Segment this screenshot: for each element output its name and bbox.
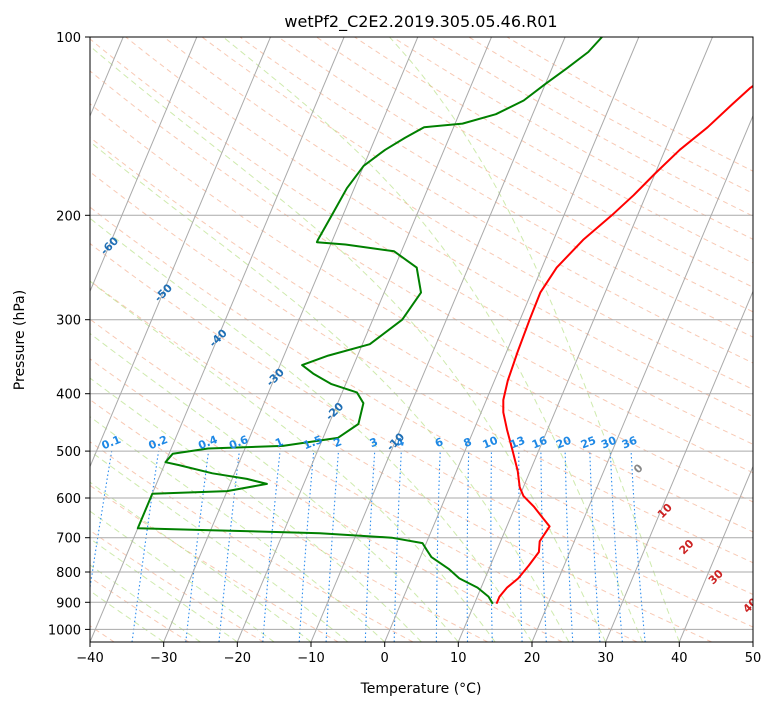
- x-axis-ticks: −40 −30 −20 −10 0 10 20 30 40 50: [76, 642, 761, 666]
- mixing-ratio-lines: [90, 451, 646, 642]
- x-tick-label: −20: [224, 651, 251, 666]
- dry-adiabat-line: [239, 37, 753, 338]
- x-tick-label: 20: [524, 651, 541, 666]
- dry-adiabat-line: [506, 37, 753, 172]
- temperature-line: [495, 84, 753, 605]
- y-tick-label: 100: [56, 31, 81, 46]
- mixing-ratio-label: 13: [508, 434, 527, 452]
- moist-adiabat-line: [90, 141, 570, 642]
- isotherm-line: [163, 37, 419, 642]
- moist-adiabat-line: [90, 564, 201, 642]
- y-tick-label: 300: [56, 314, 81, 329]
- isotherm-line: [384, 37, 640, 642]
- dry-adiabat-line: [90, 38, 753, 445]
- isotherm-line: [90, 37, 271, 468]
- mixing-ratio-label: 20: [554, 434, 573, 452]
- dry-adiabat-line: [90, 206, 753, 596]
- dry-adiabat-line: [90, 280, 712, 642]
- chart-title: wetPf2_C2E2.2019.305.05.46.R01: [284, 12, 557, 32]
- y-tick-label: 1000: [48, 623, 81, 638]
- mixing-ratio-line: [185, 451, 210, 642]
- x-tick-label: 10: [450, 651, 467, 666]
- y-axis-label: Pressure (hPa): [12, 290, 28, 390]
- moist-adiabat-line: [389, 37, 680, 642]
- dry-adiabat-line: [392, 37, 753, 240]
- x-tick-label: 0: [381, 651, 389, 666]
- isotherm-line: [90, 37, 345, 642]
- plot-frame: [89, 36, 754, 643]
- mixing-ratio-line: [131, 451, 160, 642]
- isotherm-line: [605, 289, 753, 642]
- isotherm-line: [90, 37, 198, 293]
- moist-adiabat-line: [90, 510, 275, 642]
- dry-adiabat-line: [90, 70, 753, 474]
- moist-adiabat-line: [90, 590, 164, 642]
- y-tick-label: 400: [56, 388, 81, 403]
- x-tick-label: −40: [76, 651, 103, 666]
- dry-adiabat-line: [354, 37, 753, 264]
- y-tick-label: 600: [56, 492, 81, 507]
- mixing-ratio-label: 25: [579, 434, 598, 452]
- isotherm-line: [678, 465, 753, 642]
- y-tick-label: 800: [56, 566, 81, 581]
- dry-adiabat-line: [277, 37, 753, 313]
- y-tick-label: 500: [56, 445, 81, 460]
- mixing-ratio-label: 10: [481, 434, 500, 452]
- y-tick-label: 700: [56, 532, 81, 547]
- x-tick-label: −30: [150, 651, 177, 666]
- y-tick-label: 200: [56, 209, 81, 224]
- mixing-ratio-label: 2: [332, 435, 344, 450]
- moist-adiabat-line: [222, 37, 643, 642]
- moist-adiabat-line: [90, 537, 238, 642]
- y-axis-ticks: 100 200 300 400 500 600 700 800 900 1000: [48, 31, 90, 638]
- skewed-isotherms: [90, 37, 753, 642]
- moist-adiabat-line: [90, 45, 607, 642]
- mixing-ratio-line: [90, 451, 113, 591]
- dry-adiabat-line: [90, 441, 414, 642]
- sounding-series: [136, 37, 753, 605]
- moist-adiabat-line: [90, 217, 533, 642]
- dry-adiabat-line: [90, 136, 753, 533]
- x-axis-label: Temperature (°C): [360, 681, 482, 697]
- isotherm-line: [310, 37, 566, 642]
- dewpoint-line: [136, 37, 603, 605]
- mixing-ratio-label: 16: [530, 434, 549, 452]
- x-tick-label: 40: [671, 651, 688, 666]
- isotherm-line: [457, 37, 713, 642]
- x-tick-label: 50: [745, 651, 762, 666]
- isotherm-line: [531, 114, 753, 642]
- dry-adiabat-line: [90, 242, 753, 628]
- mixing-ratio-label: 1: [273, 435, 285, 450]
- x-tick-label: −10: [297, 651, 324, 666]
- dry-adiabat-line: [201, 37, 753, 364]
- dry-adiabat-line: [163, 37, 753, 390]
- isotherm-line: [236, 37, 492, 642]
- mixing-ratio-label: 30: [599, 434, 618, 452]
- moist-adiabat-line: [90, 332, 459, 642]
- moist-adiabat-line: [90, 416, 386, 642]
- x-tick-label: 30: [597, 651, 614, 666]
- mixing-ratio-label: 3: [368, 435, 380, 450]
- pressure-gridlines: [90, 37, 753, 630]
- y-tick-label: 900: [56, 596, 81, 611]
- mixing-ratio-label: 8: [462, 435, 474, 450]
- dry-adiabat-line: [90, 171, 753, 564]
- mixing-ratio-label: 36: [620, 434, 639, 452]
- dry-adiabat-line: [468, 37, 753, 194]
- moist-adiabat-line: [90, 377, 422, 642]
- moist-adiabat-line: [90, 481, 312, 642]
